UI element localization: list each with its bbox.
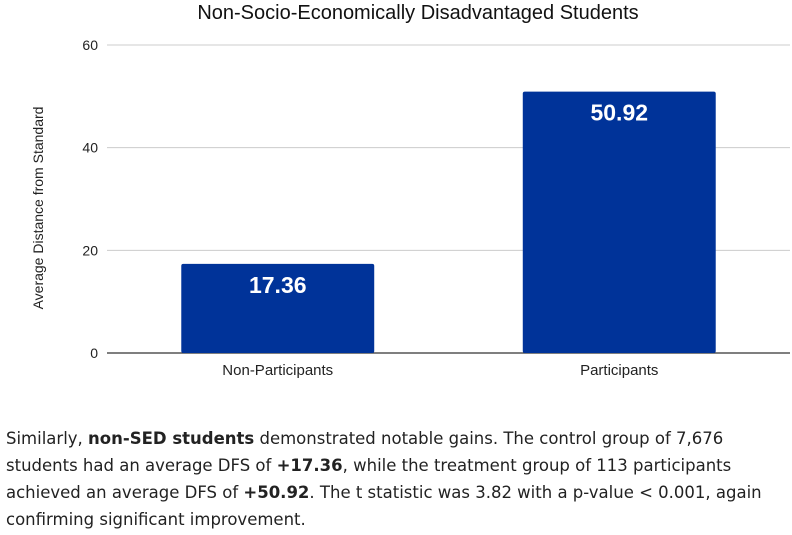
y-tick-label: 60	[82, 37, 98, 53]
bar-non-participants	[181, 263, 375, 353]
y-tick-label: 0	[90, 345, 98, 361]
bars: 17.36 50.92	[181, 91, 716, 354]
bar-participants	[522, 91, 716, 354]
y-axis-ticks: 0 20 40 60	[82, 37, 98, 361]
caption-bold-2: +17.36	[276, 456, 343, 475]
caption-text-3: , while the treatment group of 113 parti…	[6, 456, 732, 502]
data-label: 17.36	[249, 272, 307, 298]
y-tick-label: 20	[82, 242, 98, 258]
data-label: 50.92	[590, 100, 648, 126]
bar-chart: Non-Socio-Economically Disadvantaged Stu…	[30, 2, 790, 379]
x-axis-labels: Non-Participants Participants	[222, 362, 658, 379]
x-tick-label: Non-Participants	[222, 362, 333, 379]
y-tick-label: 40	[82, 140, 98, 156]
caption-paragraph: Similarly, non-SED students demonstrated…	[6, 425, 786, 533]
caption-bold-1: non-SED students	[88, 429, 255, 448]
x-tick-label: Participants	[580, 362, 658, 379]
caption-text-4: . The t statistic was 3.82 with a p-valu…	[6, 483, 762, 529]
chart-title: Non-Socio-Economically Disadvantaged Stu…	[197, 2, 638, 24]
caption-bold-3: +50.92	[243, 483, 310, 502]
y-axis-label: Average Distance from Standard	[30, 107, 46, 310]
caption-text-1: Similarly,	[6, 429, 89, 448]
caption-text-2: demonstrated notable gains. The control …	[6, 429, 724, 475]
